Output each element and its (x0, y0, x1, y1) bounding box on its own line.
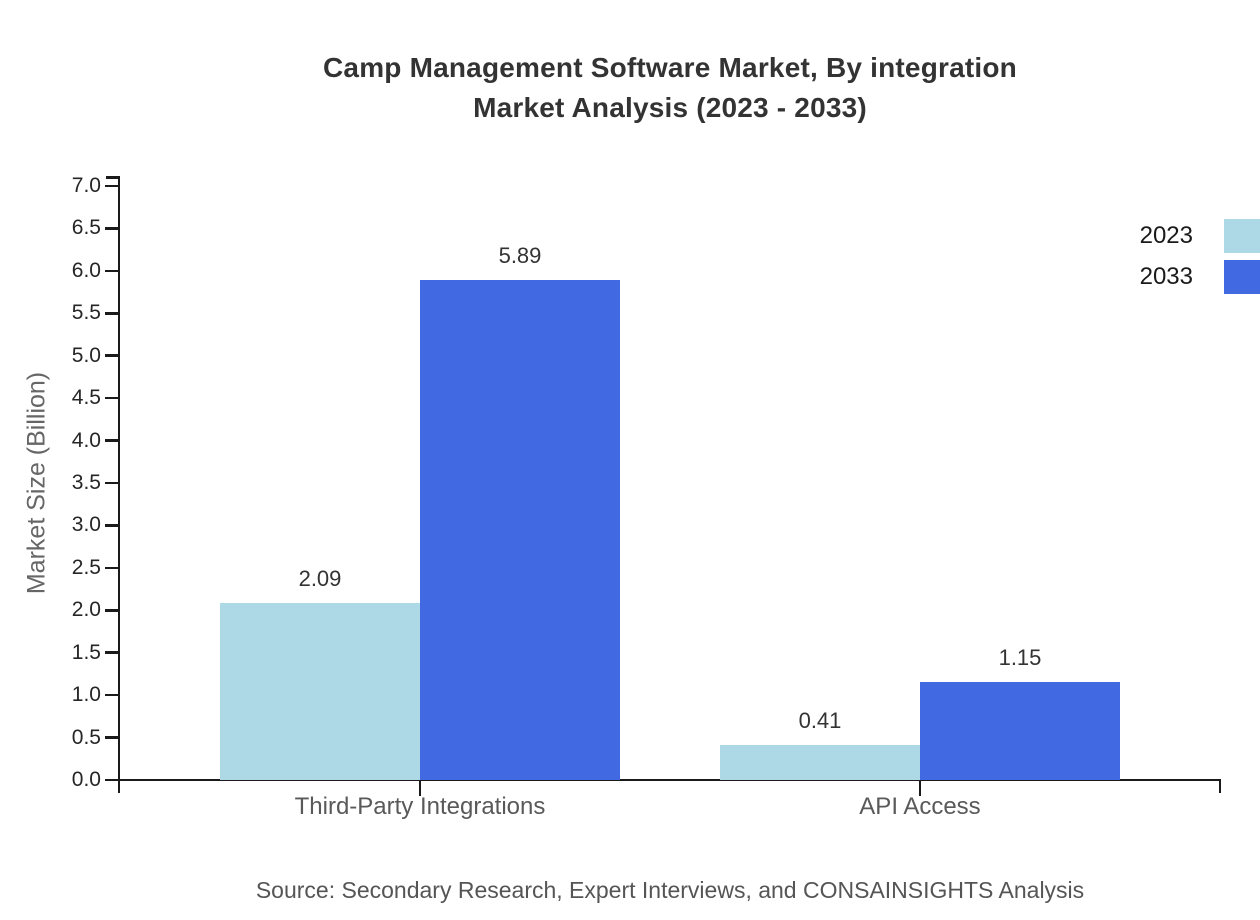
bar-value-label: 5.89 (498, 243, 542, 269)
y-tick (105, 524, 120, 527)
y-tick (105, 269, 120, 273)
bar-2023-third-party-integrations (220, 602, 420, 780)
y-tick (105, 354, 120, 357)
bar-2033-third-party-integrations (420, 280, 620, 780)
y-tick (105, 396, 120, 400)
y-tick (105, 778, 120, 782)
chart-title: Camp Management Software Market, By inte… (120, 48, 1220, 128)
y-tick-label: 3.5 (71, 471, 101, 494)
source-attribution: Source: Secondary Research, Expert Inter… (255, 877, 1085, 903)
y-tick (105, 566, 120, 570)
y-tick-label: 5.5 (71, 301, 101, 325)
y-tick (105, 481, 120, 485)
y-axis-line (117, 176, 120, 793)
y-tick (105, 609, 120, 612)
x-axis-line (117, 778, 1221, 782)
y-tick-label: 4.5 (71, 386, 101, 410)
x-category-label: API Access (859, 793, 981, 820)
y-tick-label: 5.0 (71, 343, 101, 367)
legend-label: 2023 (1139, 222, 1193, 249)
x-axis-end-cap (1218, 778, 1221, 793)
y-tick (105, 693, 120, 697)
legend-label: 2033 (1139, 263, 1193, 290)
legend-swatch (1224, 260, 1260, 294)
y-tick-label: 1.0 (71, 683, 101, 707)
y-tick-label: 0.0 (71, 768, 101, 791)
chart-title-line-2: Market Analysis (2023 - 2033) (473, 92, 867, 123)
bar-value-label: 1.15 (998, 645, 1042, 671)
x-category-label: Third-Party Integrations (294, 793, 546, 820)
y-tick-label: 0.5 (71, 725, 101, 749)
bar-value-label: 0.41 (798, 708, 842, 734)
y-tick-label: 7.0 (71, 174, 101, 197)
y-tick-label: 2.0 (71, 598, 101, 622)
legend-item-2023: 2023 (1140, 219, 1260, 253)
bar-value-label: 2.09 (298, 565, 342, 591)
bar-2033-api-access (920, 682, 1120, 780)
y-tick (105, 439, 120, 442)
y-tick-label: 6.5 (71, 216, 101, 240)
y-axis-end-cap (106, 176, 120, 179)
bar-2023-api-access (720, 745, 920, 780)
y-tick (105, 651, 120, 654)
legend: 2023 2033 (1140, 219, 1260, 301)
y-tick-label: 3.0 (71, 513, 101, 537)
y-tick-label: 2.5 (71, 555, 101, 579)
y-tick (105, 184, 120, 188)
x-tick (918, 780, 922, 796)
legend-item-2033: 2033 (1140, 260, 1260, 294)
legend-swatch (1224, 219, 1260, 253)
y-tick-label: 1.5 (71, 640, 101, 664)
y-tick-label: 4.0 (71, 428, 101, 452)
y-tick (105, 736, 120, 739)
chart-title-line-1: Camp Management Software Market, By inte… (323, 52, 1017, 83)
y-tick (105, 312, 120, 315)
y-tick-label: 6.0 (71, 258, 101, 282)
x-tick (418, 780, 422, 796)
y-tick (105, 227, 120, 230)
